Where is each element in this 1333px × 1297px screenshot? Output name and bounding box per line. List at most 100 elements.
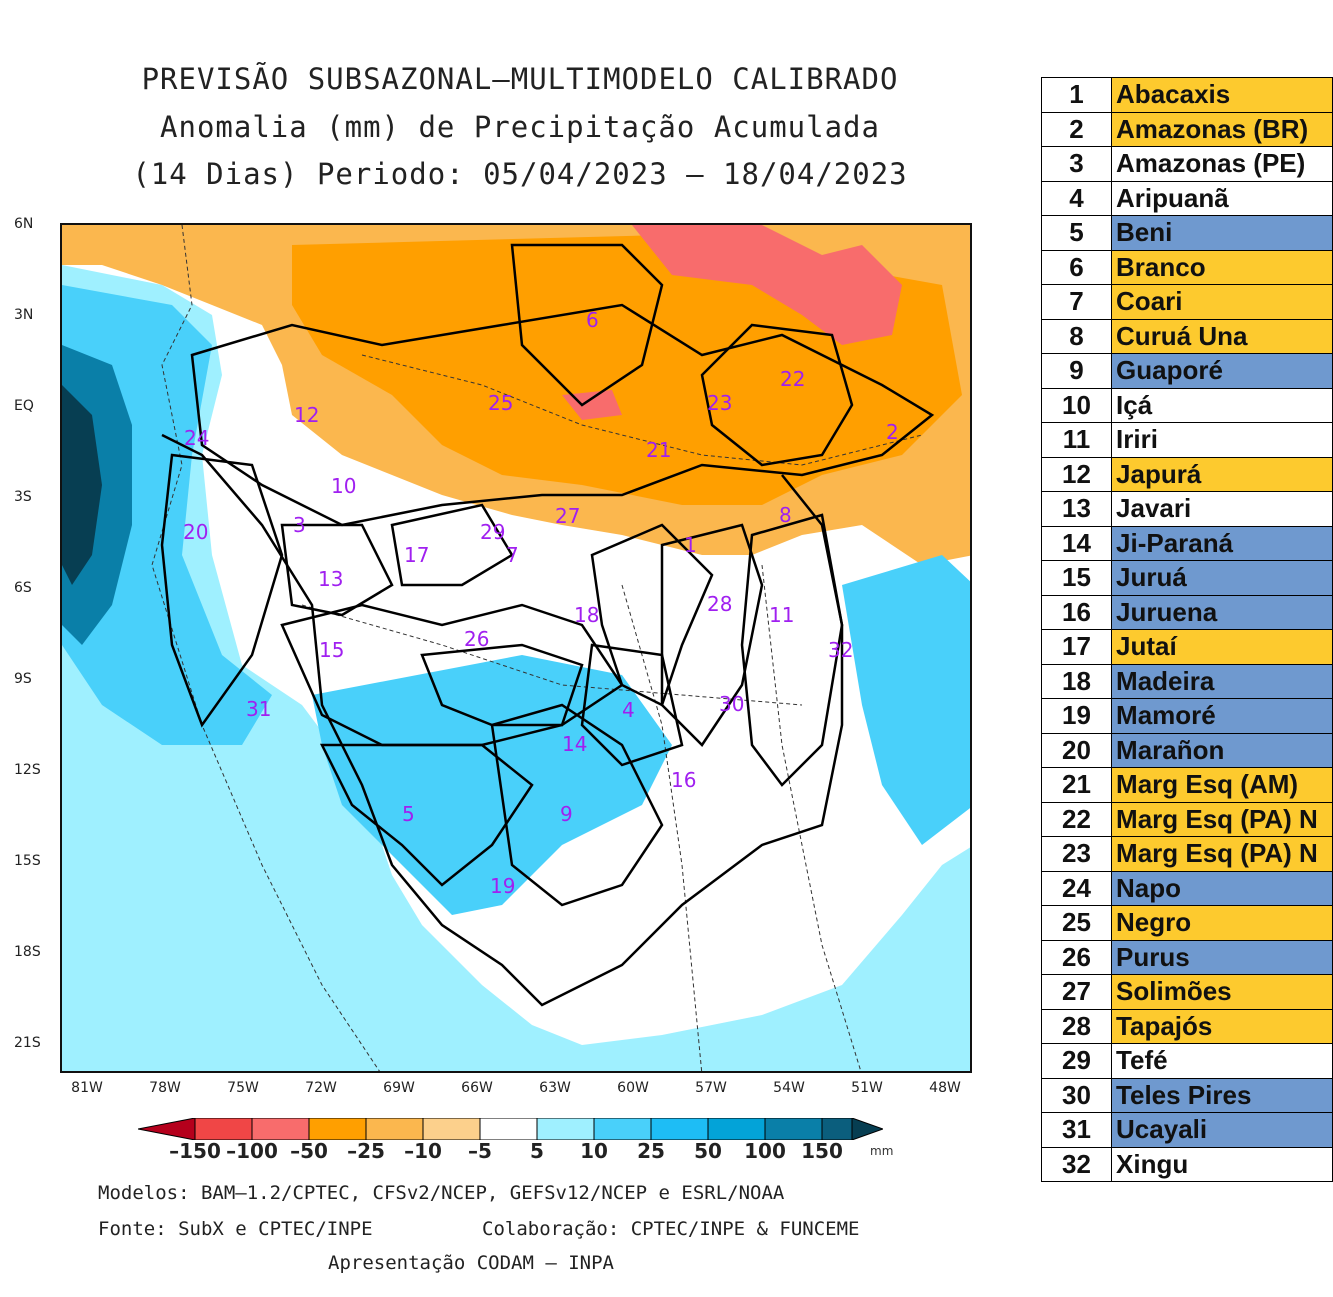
- basin-row-name: Mamoré: [1111, 698, 1333, 734]
- lat-label: 3S: [14, 489, 32, 505]
- basin-row-number: 14: [1040, 525, 1113, 561]
- basin-row-name: Javari: [1111, 491, 1333, 527]
- colorbar-cell: [251, 1118, 310, 1140]
- basin-row: 17 Jutaí: [1040, 629, 1333, 665]
- basin-row-name: Beni: [1111, 215, 1333, 251]
- basin-row-number: 1: [1040, 77, 1113, 113]
- colorbar-label: 50: [694, 1139, 722, 1163]
- colorbar-unit: mm: [870, 1144, 894, 1158]
- basin-row-name: Coari: [1111, 284, 1333, 320]
- lon-label: 66W: [461, 1080, 493, 1096]
- colorbar-cell: [707, 1118, 766, 1140]
- basin-row: 1 Abacaxis: [1040, 77, 1333, 113]
- colorbar-label: 5: [530, 1139, 544, 1163]
- basin-number: 12: [294, 403, 319, 427]
- basin-number: 6: [586, 308, 599, 332]
- basin-row-name: Curuá Una: [1111, 318, 1333, 354]
- lon-label: 51W: [851, 1080, 883, 1096]
- basin-number: 31: [246, 697, 271, 721]
- lat-label: 21S: [14, 1035, 41, 1051]
- basin-row-name: Xingu: [1111, 1146, 1333, 1182]
- basin-row-name: Marg Esq (PA) N: [1111, 801, 1333, 837]
- basin-row: 32 Xingu: [1040, 1146, 1333, 1182]
- basin-row: 6 Branco: [1040, 249, 1333, 285]
- basin-outlines: [160, 243, 935, 1007]
- lat-label: 15S: [14, 853, 41, 869]
- basin-number: 10: [331, 474, 356, 498]
- basin-row-name: Amazonas (BR): [1111, 111, 1333, 147]
- lon-label: 78W: [149, 1080, 181, 1096]
- colorbar-label: 150: [801, 1139, 843, 1163]
- map-title-line-3: (14 Dias) Periodo: 05/04/2023 – 18/04/20…: [132, 157, 908, 191]
- lat-label: 9S: [14, 671, 32, 687]
- lon-label: 75W: [227, 1080, 259, 1096]
- basin-row-number: 11: [1040, 422, 1113, 458]
- basin-row: 28 Tapajós: [1040, 1008, 1333, 1044]
- lat-label: EQ: [14, 398, 34, 414]
- basin-row: 13 Javari: [1040, 491, 1333, 527]
- footer-presentation: Apresentação CODAM – INPA: [328, 1252, 614, 1274]
- colorbar-cell: [308, 1118, 367, 1140]
- anomaly-area-positive-extreme: [62, 385, 102, 585]
- basin-row-number: 28: [1040, 1008, 1113, 1044]
- footer-source: Fonte: SubX e CPTEC/INPE: [98, 1218, 373, 1240]
- basin-row-number: 20: [1040, 732, 1113, 768]
- basin-number: 28: [707, 592, 732, 616]
- lon-label: 60W: [617, 1080, 649, 1096]
- basin-row-number: 15: [1040, 560, 1113, 596]
- country-borders: [151, 225, 923, 1071]
- basin-row: 21 Marg Esq (AM): [1040, 767, 1333, 803]
- basin-row: 18 Madeira: [1040, 663, 1333, 699]
- basin-row-number: 4: [1040, 180, 1113, 216]
- basin-row-name: Negro: [1111, 905, 1333, 941]
- basin-number: 20: [183, 520, 208, 544]
- basin-number: 7: [506, 543, 519, 567]
- basin-row-number: 19: [1040, 698, 1113, 734]
- colorbar-label: –50: [290, 1139, 328, 1163]
- basin-row-name: Teles Pires: [1111, 1077, 1333, 1113]
- basin-row-name: Abacaxis: [1111, 77, 1333, 113]
- colorbar-cell: [851, 1118, 883, 1140]
- colorbar-cell: [536, 1118, 595, 1140]
- basin-row: 31 Ucayali: [1040, 1112, 1333, 1148]
- basin-row-name: Marg Esq (PA) N: [1111, 836, 1333, 872]
- basin-row-name: Tefé: [1111, 1043, 1333, 1079]
- basin-row: 5 Beni: [1040, 215, 1333, 251]
- basin-number: 3: [293, 513, 306, 537]
- colorbar-cell: [479, 1118, 538, 1140]
- colorbar-label: –100: [226, 1139, 278, 1163]
- lon-label: 63W: [539, 1080, 571, 1096]
- basin-row-number: 17: [1040, 629, 1113, 665]
- basin-row-name: Jutaí: [1111, 629, 1333, 665]
- basin-number: 21: [646, 438, 671, 462]
- basin-row-name: Amazonas (PE): [1111, 146, 1333, 182]
- basin-row-number: 5: [1040, 215, 1113, 251]
- basin-row-name: Japurá: [1111, 456, 1333, 492]
- colorbar-cell: [194, 1118, 253, 1140]
- lon-label: 54W: [773, 1080, 805, 1096]
- colorbar-cell: [365, 1118, 424, 1140]
- basin-row: 7 Coari: [1040, 284, 1333, 320]
- basin-row-name: Solimões: [1111, 974, 1333, 1010]
- basin-row: 11 Iriri: [1040, 422, 1333, 458]
- basin-row-name: Branco: [1111, 249, 1333, 285]
- basin-number: 11: [769, 603, 794, 627]
- lat-label: 6S: [14, 580, 32, 596]
- colorbar-cell: [764, 1118, 823, 1140]
- lat-label: 12S: [14, 762, 41, 778]
- basin-number: 8: [779, 503, 792, 527]
- basin-row: 27 Solimões: [1040, 974, 1333, 1010]
- basin-row-number: 9: [1040, 353, 1113, 389]
- colorbar-label: –10: [404, 1139, 442, 1163]
- map-title-line-1: PREVISÃO SUBSAZONAL–MULTIMODELO CALIBRAD…: [141, 62, 899, 96]
- basin-row-name: Iriri: [1111, 422, 1333, 458]
- lat-label: 18S: [14, 944, 41, 960]
- anomaly-area-negative-extreme: [632, 225, 902, 345]
- anomaly-area-positive: [842, 555, 970, 845]
- basin-row-number: 31: [1040, 1112, 1113, 1148]
- anomaly-area-positive: [62, 265, 970, 1071]
- basin-number: 15: [319, 638, 344, 662]
- basin-row: 3 Amazonas (PE): [1040, 146, 1333, 182]
- lon-label: 72W: [305, 1080, 337, 1096]
- lat-label: 6N: [14, 216, 34, 232]
